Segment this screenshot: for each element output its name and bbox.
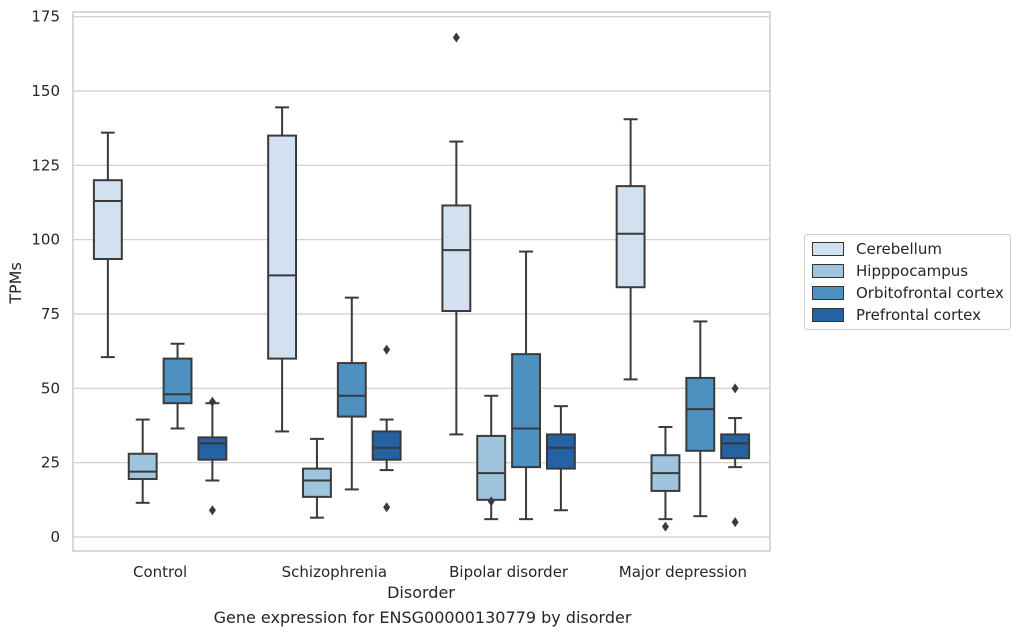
plot-frame [72, 11, 771, 552]
box-iqr [197, 436, 228, 461]
legend-swatch [812, 286, 844, 300]
box-prefrontal-cortex [720, 383, 751, 528]
box-cerebellum [267, 106, 298, 433]
box-iqr [441, 204, 472, 313]
y-tick-label: 175 [31, 8, 60, 26]
box-iqr [615, 185, 646, 289]
y-tick-label: 150 [31, 82, 60, 100]
box-iqr [162, 357, 193, 405]
box-orbitofrontal-cortex [685, 320, 716, 518]
outlier-point [661, 521, 669, 532]
box-iqr [336, 362, 367, 418]
legend-label: Cerebellum [856, 240, 942, 258]
outlier-point [383, 344, 391, 355]
legend-item: Cerebellum [812, 238, 1010, 260]
chart-caption: Gene expression for ENSG00000130779 by d… [213, 608, 632, 627]
x-axis-title: Disorder [387, 583, 455, 602]
legend-swatch [812, 242, 844, 256]
box-iqr [685, 376, 716, 452]
box-iqr [720, 433, 751, 460]
outlier-point [731, 517, 739, 528]
box-orbitofrontal-cortex [162, 342, 193, 430]
outlier-point [487, 496, 495, 507]
legend-swatch [812, 308, 844, 322]
box-layer [92, 32, 751, 532]
legend-item: Prefrontal cortex [812, 304, 1010, 326]
y-tick-label: 50 [41, 379, 60, 397]
box-hipppocampus [650, 425, 681, 532]
y-tick-label: 0 [50, 528, 60, 546]
box-cerebellum [441, 32, 472, 436]
plot-border [72, 11, 771, 552]
y-tick-label: 75 [41, 305, 60, 323]
box-iqr [511, 353, 541, 469]
box-cerebellum [615, 118, 646, 381]
box-orbitofrontal-cortex [511, 250, 541, 521]
box-iqr [302, 467, 332, 498]
y-tick-label: 100 [31, 231, 60, 249]
x-tick-label: Bipolar disorder [449, 563, 569, 581]
legend-item: Hipppocampus [812, 260, 1010, 282]
box-iqr [545, 433, 576, 470]
box-iqr [476, 434, 507, 501]
x-axis-ticks: Control Schizophrenia Bipolar disorder Majo… [133, 563, 747, 581]
box-iqr [92, 179, 123, 260]
box-cerebellum [92, 131, 123, 359]
legend-label: Prefrontal cortex [856, 306, 981, 324]
y-tick-label: 25 [41, 454, 60, 472]
legend-label: Orbitofrontal cortex [856, 284, 1004, 302]
box-hipppocampus [127, 418, 158, 504]
box-prefrontal-cortex [371, 344, 402, 513]
outlier-point [452, 32, 460, 43]
outlier-point [208, 396, 216, 407]
outlier-point [731, 383, 739, 394]
legend-swatch [812, 264, 844, 278]
x-tick-label: Schizophrenia [282, 563, 387, 581]
legend-item: Orbitofrontal cortex [812, 282, 1010, 304]
x-tick-label: Control [133, 563, 187, 581]
outlier-point [383, 502, 391, 513]
x-tick-label: Major depression [619, 563, 747, 581]
box-hipppocampus [476, 394, 507, 521]
box-iqr [267, 134, 298, 360]
y-axis-title: TPMs [6, 262, 25, 305]
box-iqr [371, 430, 402, 461]
box-prefrontal-cortex [197, 396, 228, 516]
outlier-point [208, 505, 216, 516]
y-axis-ticks: 0 25 50 75 100 125 150 175 [31, 8, 60, 546]
y-tick-label: 125 [31, 156, 60, 174]
box-prefrontal-cortex [545, 405, 576, 512]
legend: Cerebellum Hipppocampus Orbitofrontal cort… [804, 234, 1011, 330]
legend-label: Hipppocampus [856, 262, 969, 280]
box-hipppocampus [302, 437, 332, 519]
box-orbitofrontal-cortex [336, 296, 367, 491]
box-iqr [127, 452, 158, 481]
